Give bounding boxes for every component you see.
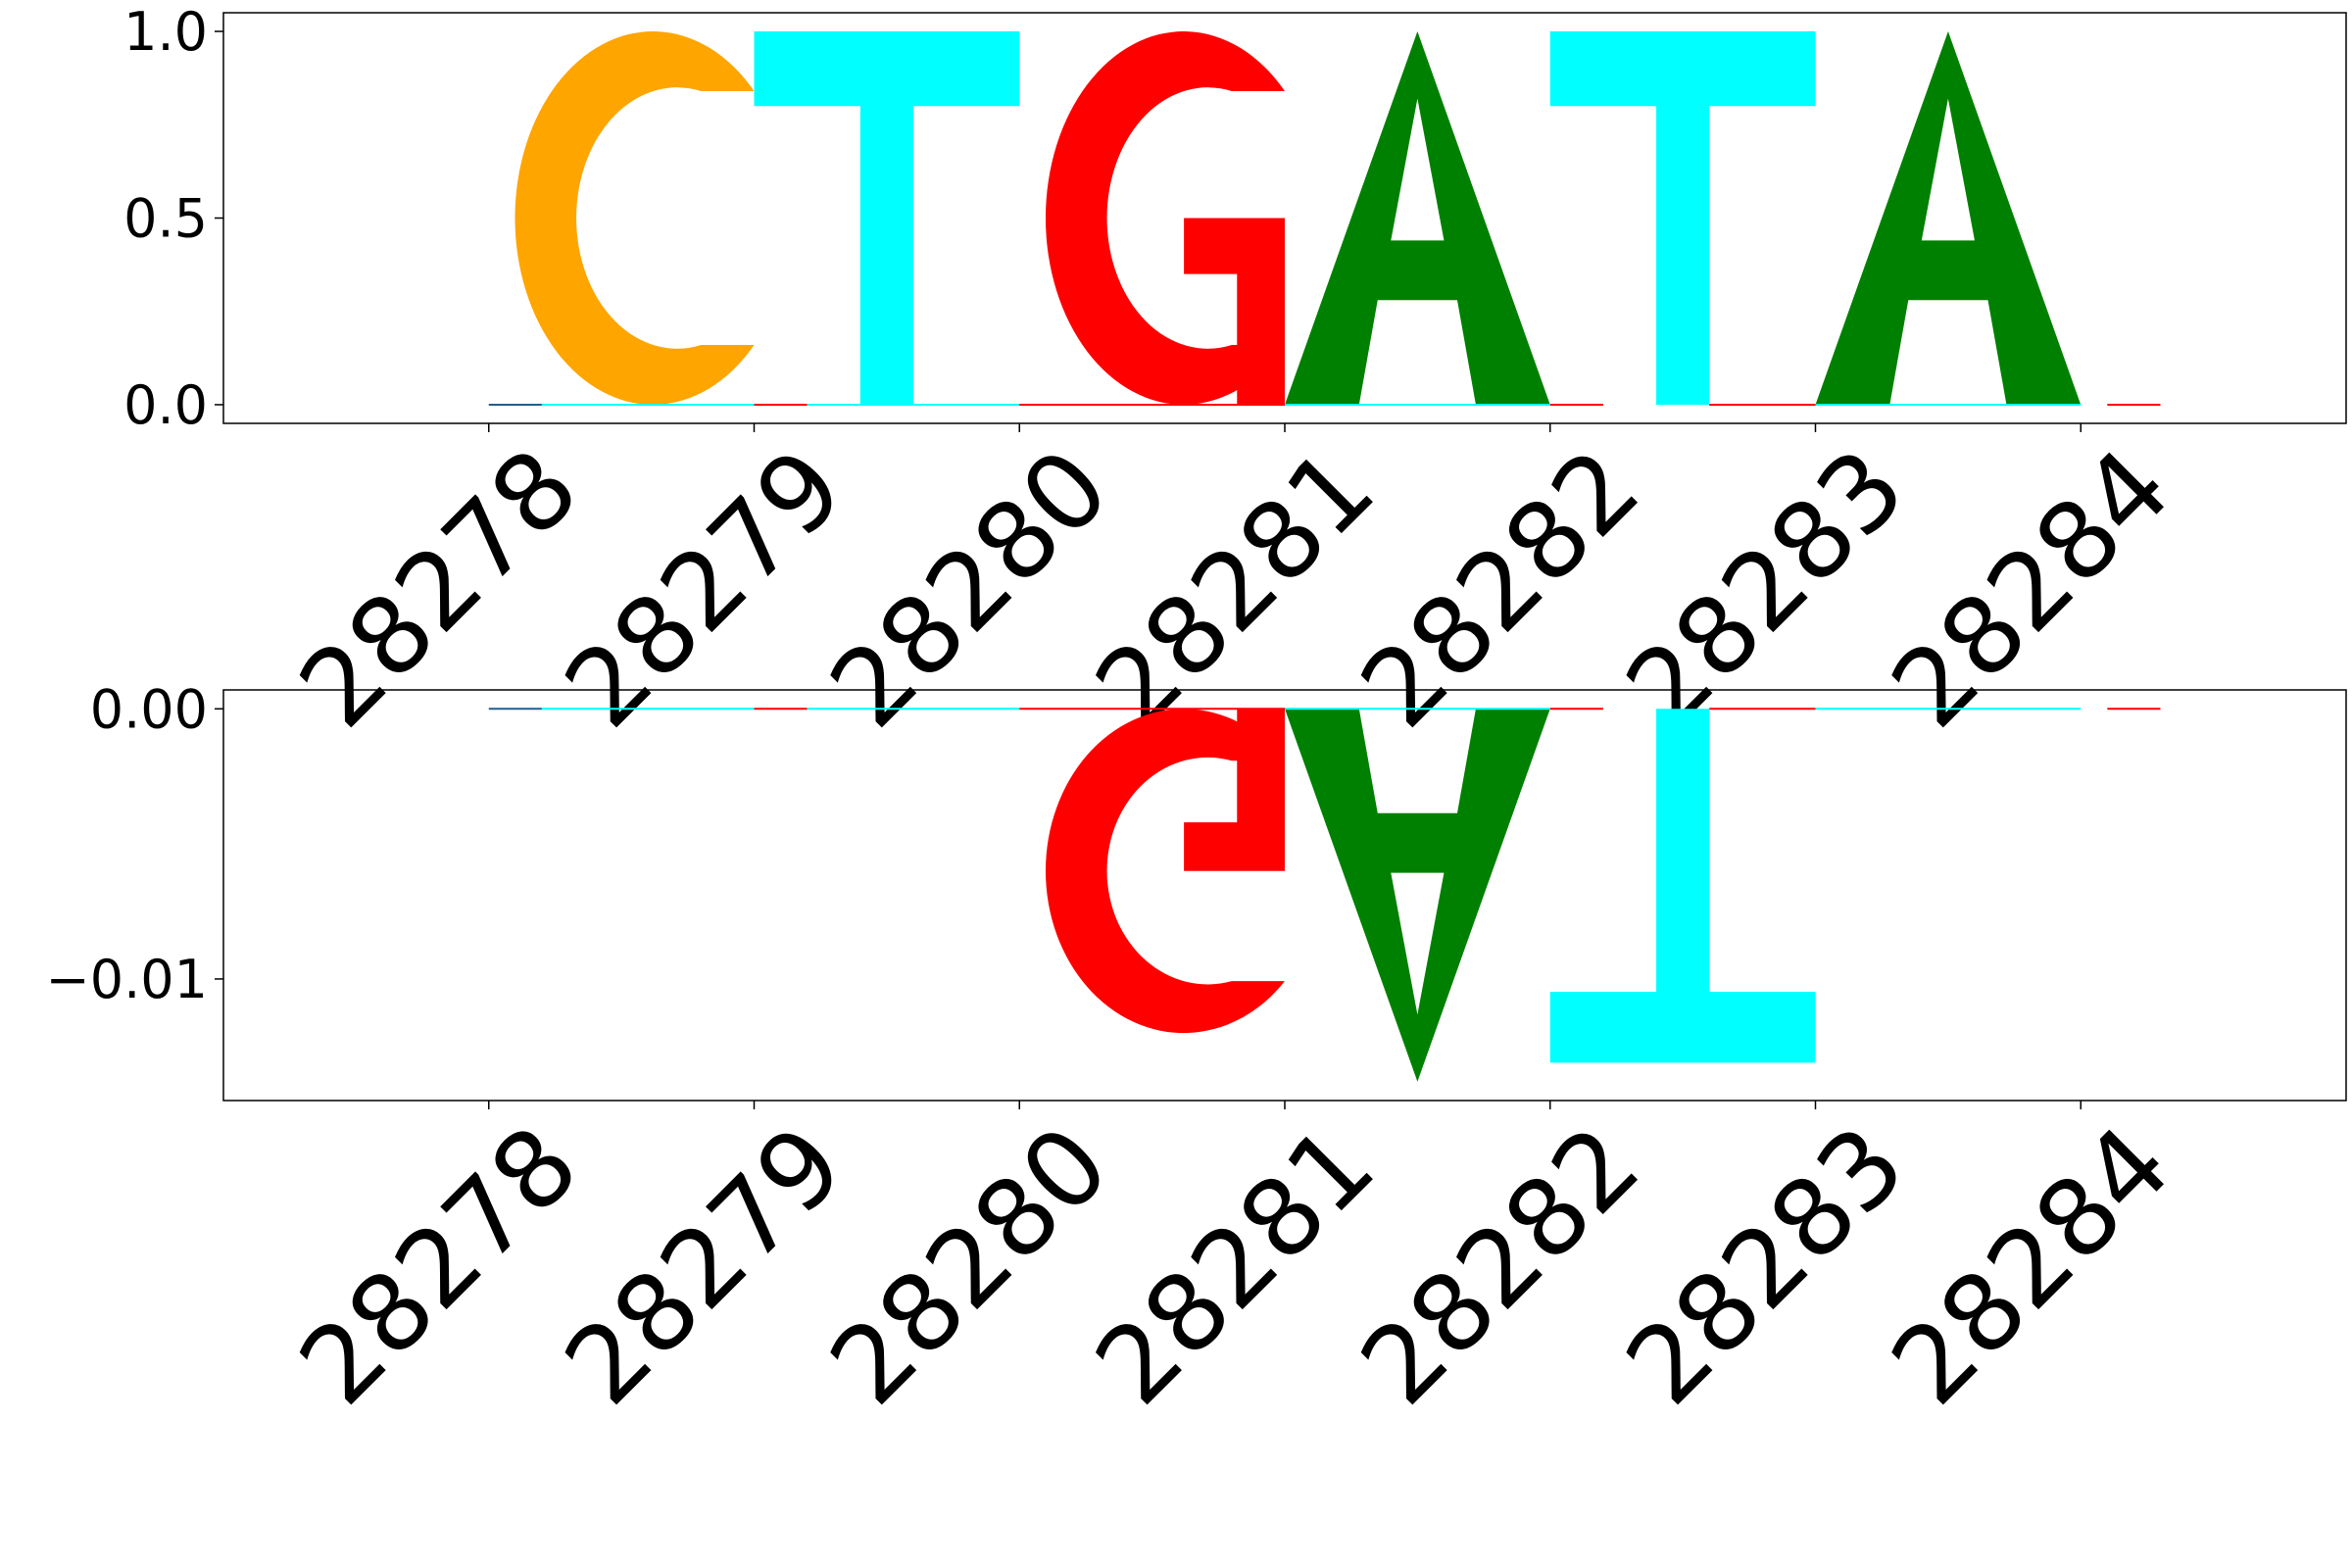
x-tick-label: 28279	[543, 426, 867, 751]
y-tick-label: −0.01	[46, 949, 208, 1010]
letter-a-28281	[1285, 709, 1550, 1082]
letter-t-28279	[754, 31, 1020, 405]
x-tick-label: 28278	[277, 1103, 602, 1428]
letter-glyph-part	[754, 31, 1020, 405]
letter-c-28278	[514, 31, 755, 405]
letter-glyph-part	[1045, 709, 1285, 1034]
x-tick-label: 28280	[808, 1103, 1132, 1428]
letter-glyph-part	[1285, 709, 1550, 1082]
x-tick-label: 28278	[277, 426, 602, 751]
y-tick-label: 0.00	[90, 678, 208, 740]
letter-g-28280	[1045, 709, 1285, 1034]
letter-glyph-part	[1045, 31, 1285, 405]
letter-t-28282	[1549, 31, 1816, 405]
x-tick-label: 28282	[1339, 426, 1663, 751]
logo-panel-1: 0.0 0.5 1.0 2827828279282802828128282282832…	[123, 1, 2347, 751]
x-tick-label: 28283	[1604, 1103, 1929, 1428]
letter-glyph-part	[1184, 218, 1285, 405]
x-tick-label: 28284	[1869, 1103, 2193, 1428]
y-tick-label: 1.0	[123, 1, 208, 63]
letter-a-28281	[1285, 31, 1550, 405]
letter-glyph-part	[514, 31, 755, 405]
letter-glyph-part	[1285, 31, 1550, 405]
letter-glyph-part	[1184, 709, 1285, 871]
letter-a-28283	[1815, 31, 2082, 405]
letter-glyph-part	[1549, 709, 1816, 1063]
x-tick-label: 28284	[1869, 426, 2193, 751]
x-tick-label: 28281	[1073, 426, 1397, 751]
x-tick-label: 28279	[543, 1103, 867, 1428]
x-tick-label: 28282	[1339, 1103, 1663, 1428]
x-tick-label: 28283	[1604, 426, 1929, 751]
letter-g-28280	[1045, 31, 1285, 405]
letter-glyph-part	[1815, 31, 2082, 405]
logo-panel-2: 0.00 −0.01 2827828279282802828128282282832…	[46, 678, 2347, 1428]
x-tick-label: 28281	[1073, 1103, 1397, 1428]
y-tick-label: 0.0	[123, 374, 208, 436]
letter-t-28282	[1549, 709, 1816, 1063]
letter-glyph-part	[1549, 31, 1816, 405]
y-tick-label: 0.5	[123, 188, 208, 250]
x-tick-label: 28280	[808, 426, 1132, 751]
